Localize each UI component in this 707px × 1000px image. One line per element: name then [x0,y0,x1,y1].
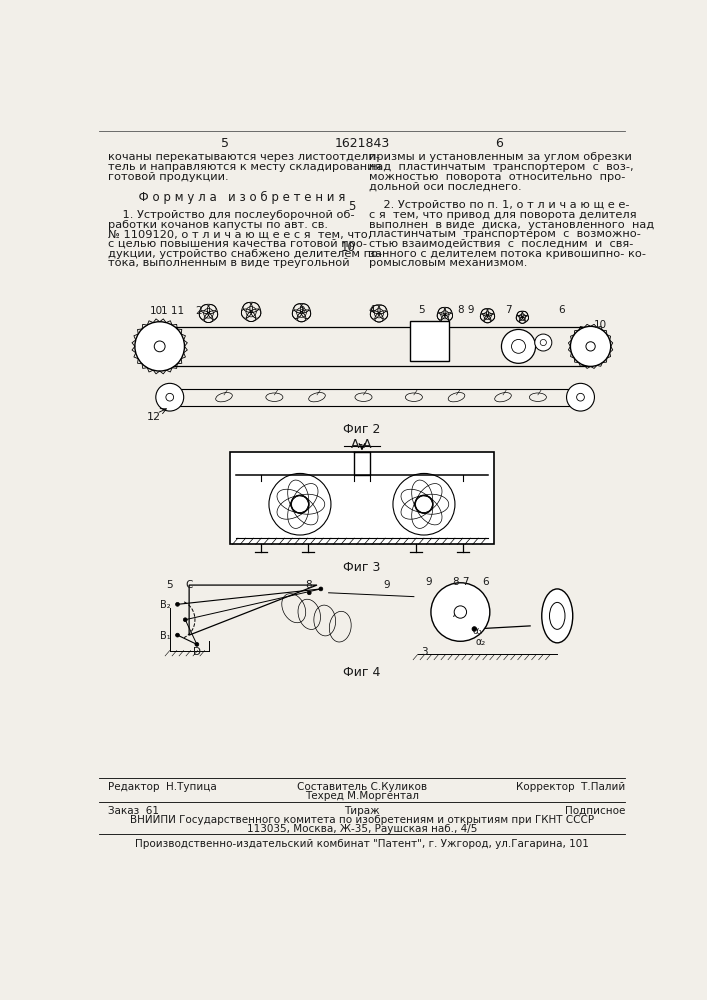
Text: Составитель С.Куликов: Составитель С.Куликов [297,782,427,792]
Circle shape [472,627,477,631]
Circle shape [540,339,547,346]
Circle shape [183,618,187,622]
Circle shape [571,326,611,366]
Text: Тираж: Тираж [344,806,380,816]
Text: 5: 5 [419,305,425,315]
Text: B₂: B₂ [160,600,171,610]
Text: можностью  поворота  относительно  про-: можностью поворота относительно про- [369,172,625,182]
Text: стью взаимодействия  с  последним  и  свя-: стью взаимодействия с последним и свя- [369,239,633,249]
Text: 7: 7 [505,305,512,315]
Circle shape [534,334,552,351]
Text: с я  тем, что привод для поворота делителя: с я тем, что привод для поворота делител… [369,210,636,220]
Text: 3: 3 [421,647,428,657]
Text: тока, выполненным в виде треугольной: тока, выполненным в виде треугольной [107,258,349,268]
Text: 12: 12 [146,412,160,422]
Text: Фиг 2: Фиг 2 [344,423,380,436]
Text: D: D [193,647,201,657]
Text: 10: 10 [593,320,607,330]
Text: ВНИИПИ Государственного комитета по изобретениям и открытиям при ГКНТ СССР: ВНИИПИ Государственного комитета по изоб… [130,815,594,825]
Text: 8: 8 [305,580,312,590]
Text: кочаны перекатываются через листоотдели-: кочаны перекатываются через листоотдели- [107,152,380,162]
Text: дукции, устройство снабжено делителем по-: дукции, устройство снабжено делителем по… [107,249,382,259]
Text: Корректор  Т.Палий: Корректор Т.Палий [516,782,626,792]
Text: с целью повышения качества готовой про-: с целью повышения качества готовой про- [107,239,367,249]
Bar [230,452,493,544]
Text: Ф о р м у л а   и з о б р е т е н и я: Ф о р м у л а и з о б р е т е н и я [131,191,346,204]
Text: 1621843: 1621843 [334,137,390,150]
Text: C: C [185,580,192,590]
Text: A: A [453,609,460,619]
Text: работки кочанов капусты по авт. св.: работки кочанов капусты по авт. св. [107,220,328,230]
Text: Заказ  61: Заказ 61 [107,806,159,816]
Text: 2: 2 [195,306,201,316]
Text: № 1109120, о т л и ч а ю щ е е с я  тем, что,: № 1109120, о т л и ч а ю щ е е с я тем, … [107,229,371,239]
Text: над  пластинчатым  транспортером  с  воз-,: над пластинчатым транспортером с воз-, [369,162,633,172]
Text: 3: 3 [298,306,305,316]
Circle shape [175,602,180,606]
Circle shape [156,383,184,411]
Text: 5: 5 [221,137,229,150]
Circle shape [431,583,490,641]
Circle shape [566,383,595,411]
Circle shape [577,393,585,401]
Text: 8 7: 8 7 [452,577,469,587]
Circle shape [319,587,323,591]
Text: 4: 4 [368,305,375,315]
Text: 6: 6 [482,577,489,587]
Text: 6: 6 [558,305,564,315]
Text: α₁: α₁ [472,626,482,636]
Text: пластинчатым  транспортером  с  возможно-: пластинчатым транспортером с возможно- [369,229,641,239]
Text: Подписное: Подписное [565,806,626,816]
Circle shape [154,341,165,352]
Ellipse shape [549,602,565,629]
Text: Редактор  Н.Тупица: Редактор Н.Тупица [107,782,216,792]
Circle shape [454,606,467,618]
Circle shape [175,633,180,637]
Text: 1. Устройство для послеуборочной об-: 1. Устройство для послеуборочной об- [107,210,354,220]
Text: Техред М.Моргентал: Техред М.Моргентал [305,791,419,801]
Text: 10: 10 [341,241,356,254]
Text: 9: 9 [383,580,390,590]
Text: готовой продукции.: готовой продукции. [107,172,228,182]
Circle shape [586,342,595,351]
Text: дольной оси последнего.: дольной оси последнего. [369,181,522,191]
Text: А-А: А-А [351,438,373,451]
Text: 5: 5 [349,200,356,213]
Text: 10: 10 [150,306,163,316]
Text: 9: 9 [426,577,432,587]
Circle shape [166,393,174,401]
Text: 2. Устройство по п. 1, о т л и ч а ю щ е е-: 2. Устройство по п. 1, о т л и ч а ю щ е… [369,200,629,210]
Text: призмы и установленным за углом обрезки: призмы и установленным за углом обрезки [369,152,632,162]
Text: Фиг 4: Фиг 4 [344,666,380,679]
Text: Производственно-издательский комбинат "Патент", г. Ужгород, ул.Гагарина, 101: Производственно-издательский комбинат "П… [135,839,589,849]
Text: α₂: α₂ [476,637,486,647]
Text: тель и направляются к месту складирования: тель и направляются к месту складировани… [107,162,381,172]
Text: ромысловым механизмом.: ромысловым механизмом. [369,258,527,268]
Text: Фиг 3: Фиг 3 [344,561,380,574]
Text: занного с делителем потока кривошипно- ко-: занного с делителем потока кривошипно- к… [369,249,646,259]
Circle shape [135,322,185,371]
Bar [410,321,449,361]
Text: 8 9: 8 9 [457,305,474,315]
Circle shape [195,642,199,646]
Text: B₁: B₁ [160,631,171,641]
Text: 6: 6 [495,137,503,150]
Ellipse shape [542,589,573,643]
Circle shape [308,591,311,595]
Circle shape [501,329,535,363]
Text: 5: 5 [166,580,173,590]
Text: выполнен  в виде  диска,  установленного  над: выполнен в виде диска, установленного на… [369,220,654,230]
Text: 113035, Москва, Ж-35, Раушская наб., 4/5: 113035, Москва, Ж-35, Раушская наб., 4/5 [247,824,477,834]
Circle shape [512,339,525,353]
Text: 1 11: 1 11 [160,306,184,316]
